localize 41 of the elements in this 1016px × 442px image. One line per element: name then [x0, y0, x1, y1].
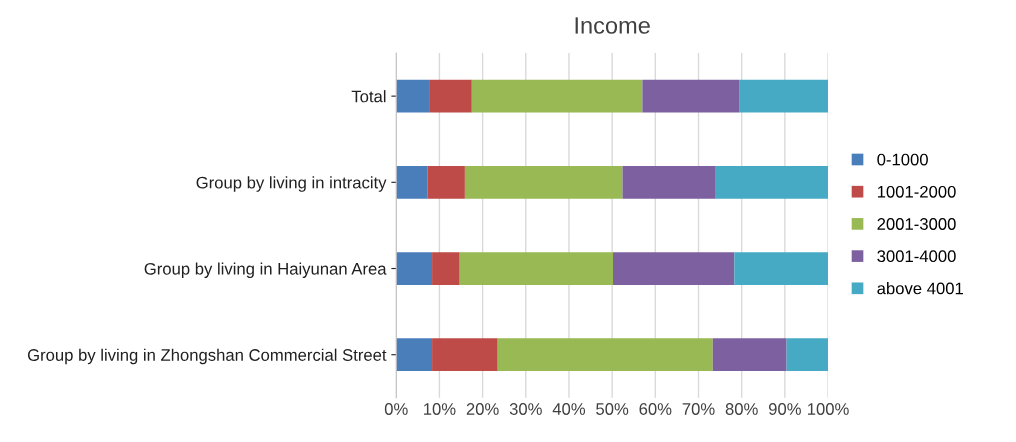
bar	[432, 338, 498, 372]
x-tick-label: 70%	[682, 403, 715, 415]
bar	[471, 79, 643, 113]
bar	[427, 165, 465, 199]
bar	[396, 79, 430, 113]
bar	[396, 252, 433, 285]
x-tick-label: 20%	[466, 403, 499, 415]
bar	[642, 79, 740, 113]
legend-label: 1001-2000	[877, 185, 956, 198]
legend-label: 3001-4000	[877, 250, 956, 263]
bar	[715, 165, 829, 199]
bar	[786, 338, 829, 372]
chart-title: Income	[575, 17, 650, 34]
bar	[464, 165, 623, 199]
bar	[712, 338, 787, 372]
x-tick-label: 0%	[384, 403, 408, 415]
legend-label: above 4001	[877, 282, 963, 295]
x-tick-label: 60%	[639, 403, 672, 415]
bar	[739, 79, 829, 113]
y-tick-label: Group by living in Haiyunan Area	[144, 262, 387, 279]
x-tick-label: 10%	[424, 403, 456, 415]
bar	[396, 165, 428, 199]
legend-label: 0-1000	[877, 153, 928, 166]
y-tick-label: Group by living in Zhongshan Commercial Street	[27, 348, 387, 365]
x-tick-label: 100%	[808, 403, 849, 415]
y-tick-label: Total	[351, 90, 386, 103]
x-tick-label: 40%	[552, 403, 586, 415]
bar	[613, 252, 735, 285]
x-tick-label: 30%	[509, 403, 542, 415]
bar	[734, 252, 829, 285]
legend-label: 2001-3000	[877, 218, 956, 230]
x-tick-label: 50%	[596, 403, 629, 415]
bar	[622, 165, 716, 199]
bar	[396, 338, 433, 372]
bar	[459, 252, 613, 285]
bar	[432, 252, 460, 285]
bar	[429, 79, 472, 113]
x-tick-label: 90%	[768, 403, 801, 415]
y-tick-label: Group by living in intracity	[196, 176, 387, 192]
bar	[497, 338, 713, 372]
x-tick-label: 80%	[725, 403, 758, 415]
